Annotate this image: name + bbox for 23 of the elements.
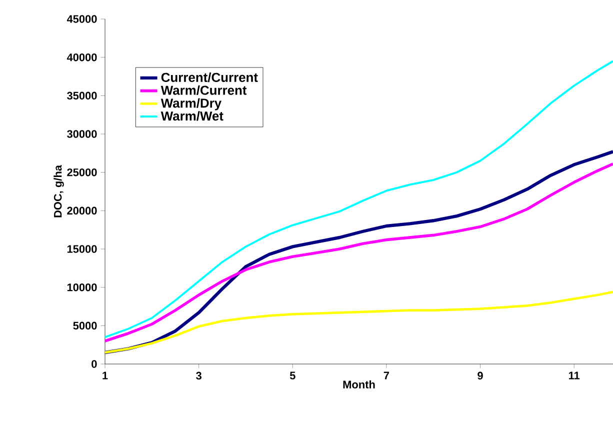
y-tick-label: 5000 [73, 322, 97, 330]
x-tick-label: 1 [102, 372, 108, 380]
x-axis-title: Month [343, 380, 375, 388]
y-tick-label: 0 [92, 360, 97, 368]
y-tick-label: 10000 [67, 283, 97, 292]
y-tick-label: 20000 [67, 206, 97, 215]
y-tick-label: 30000 [67, 130, 97, 138]
y-tick-label: 45000 [66, 15, 97, 23]
x-tick-label: 9 [478, 372, 483, 380]
legend-label: Warm/Current [160, 85, 247, 96]
x-tick-label: 7 [384, 372, 390, 380]
x-tick-label: 3 [196, 372, 202, 380]
y-tick-label: 15000 [67, 245, 97, 253]
y-axis-title: DOC, g/ha [54, 164, 64, 218]
legend-label: Warm/Wet [160, 111, 224, 121]
x-tick-label: 5 [290, 372, 296, 380]
legend-label: Warm/Dry [160, 98, 222, 110]
y-tick-label: 25000 [67, 168, 97, 176]
x-tick-label: 11 [568, 372, 580, 380]
y-tick-label: 35000 [67, 92, 97, 100]
y-tick-label: 40000 [66, 53, 97, 62]
line-series [105, 60, 613, 338]
legend-label: Current/Current [161, 72, 258, 82]
